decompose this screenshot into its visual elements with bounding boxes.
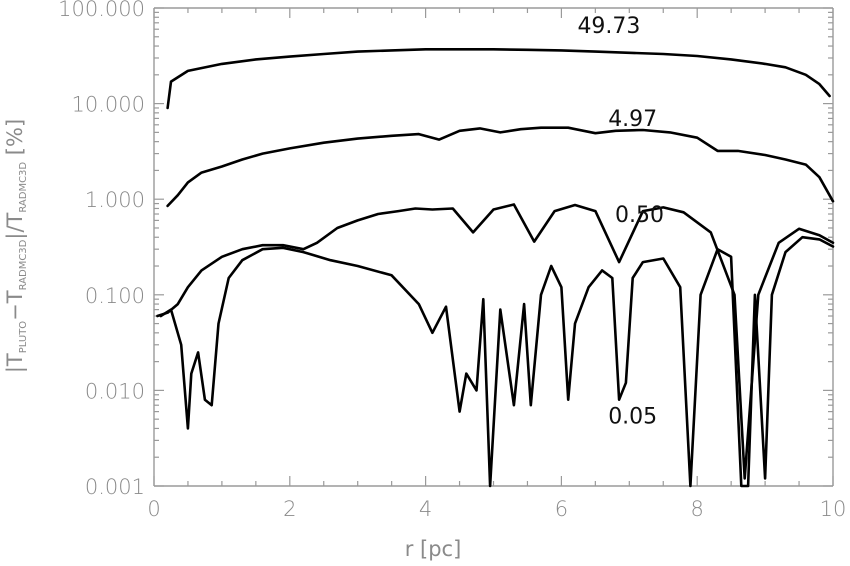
tick-labels: 0 2 4 6 8 10 0.001 0.010 0.100 1.000 10.000 100.000 bbox=[58, 0, 846, 521]
x-tick-label: 10 bbox=[820, 497, 847, 521]
x-tick-label: 4 bbox=[419, 497, 432, 521]
y-title-suffix: [%] bbox=[3, 119, 27, 162]
y-title-minus: −T bbox=[3, 290, 27, 321]
series-line-1 bbox=[166, 48, 831, 110]
x-tick-label: 8 bbox=[691, 497, 704, 521]
y-title-sub1: PLUTO bbox=[18, 321, 29, 354]
y-title-sub2: RADMC3D bbox=[18, 239, 29, 290]
curves bbox=[156, 48, 835, 488]
series-annotation-1: 49.73 bbox=[577, 14, 640, 39]
series-line-4 bbox=[159, 235, 835, 488]
y-title-mid: |/T bbox=[3, 212, 28, 239]
series-line-3 bbox=[156, 203, 835, 480]
x-tick-label: 2 bbox=[283, 497, 296, 521]
y-axis-title: |TPLUTO−TRADMC3D|/TRADMC3D [%] bbox=[3, 119, 29, 373]
y-tick-label: 10.000 bbox=[72, 93, 145, 117]
y-tick-label: 0.010 bbox=[85, 379, 145, 403]
y-title-prefix: |T bbox=[3, 353, 28, 373]
y-tick-label: 0.001 bbox=[85, 475, 145, 499]
svg-text:|TPLUTO−TRADMC3D|/TRADMC3D [%]: |TPLUTO−TRADMC3D|/TRADMC3D [%] bbox=[3, 119, 29, 373]
annotations: 49.73 4.97 0.50 0.05 bbox=[577, 14, 664, 430]
series-annotation-2: 4.97 bbox=[608, 107, 657, 132]
y-tick-label: 1.000 bbox=[85, 188, 145, 212]
y-tick-label: 0.100 bbox=[85, 284, 145, 308]
y-title-sub3: RADMC3D bbox=[18, 162, 29, 213]
y-tick-label: 100.000 bbox=[58, 0, 145, 21]
series-annotation-4: 0.05 bbox=[608, 405, 657, 430]
series-line-2 bbox=[166, 126, 835, 208]
series-annotation-3: 0.50 bbox=[615, 203, 664, 228]
x-tick-label: 6 bbox=[555, 497, 568, 521]
x-axis-title: r [pc] bbox=[405, 537, 462, 561]
x-tick-label: 0 bbox=[147, 497, 160, 521]
